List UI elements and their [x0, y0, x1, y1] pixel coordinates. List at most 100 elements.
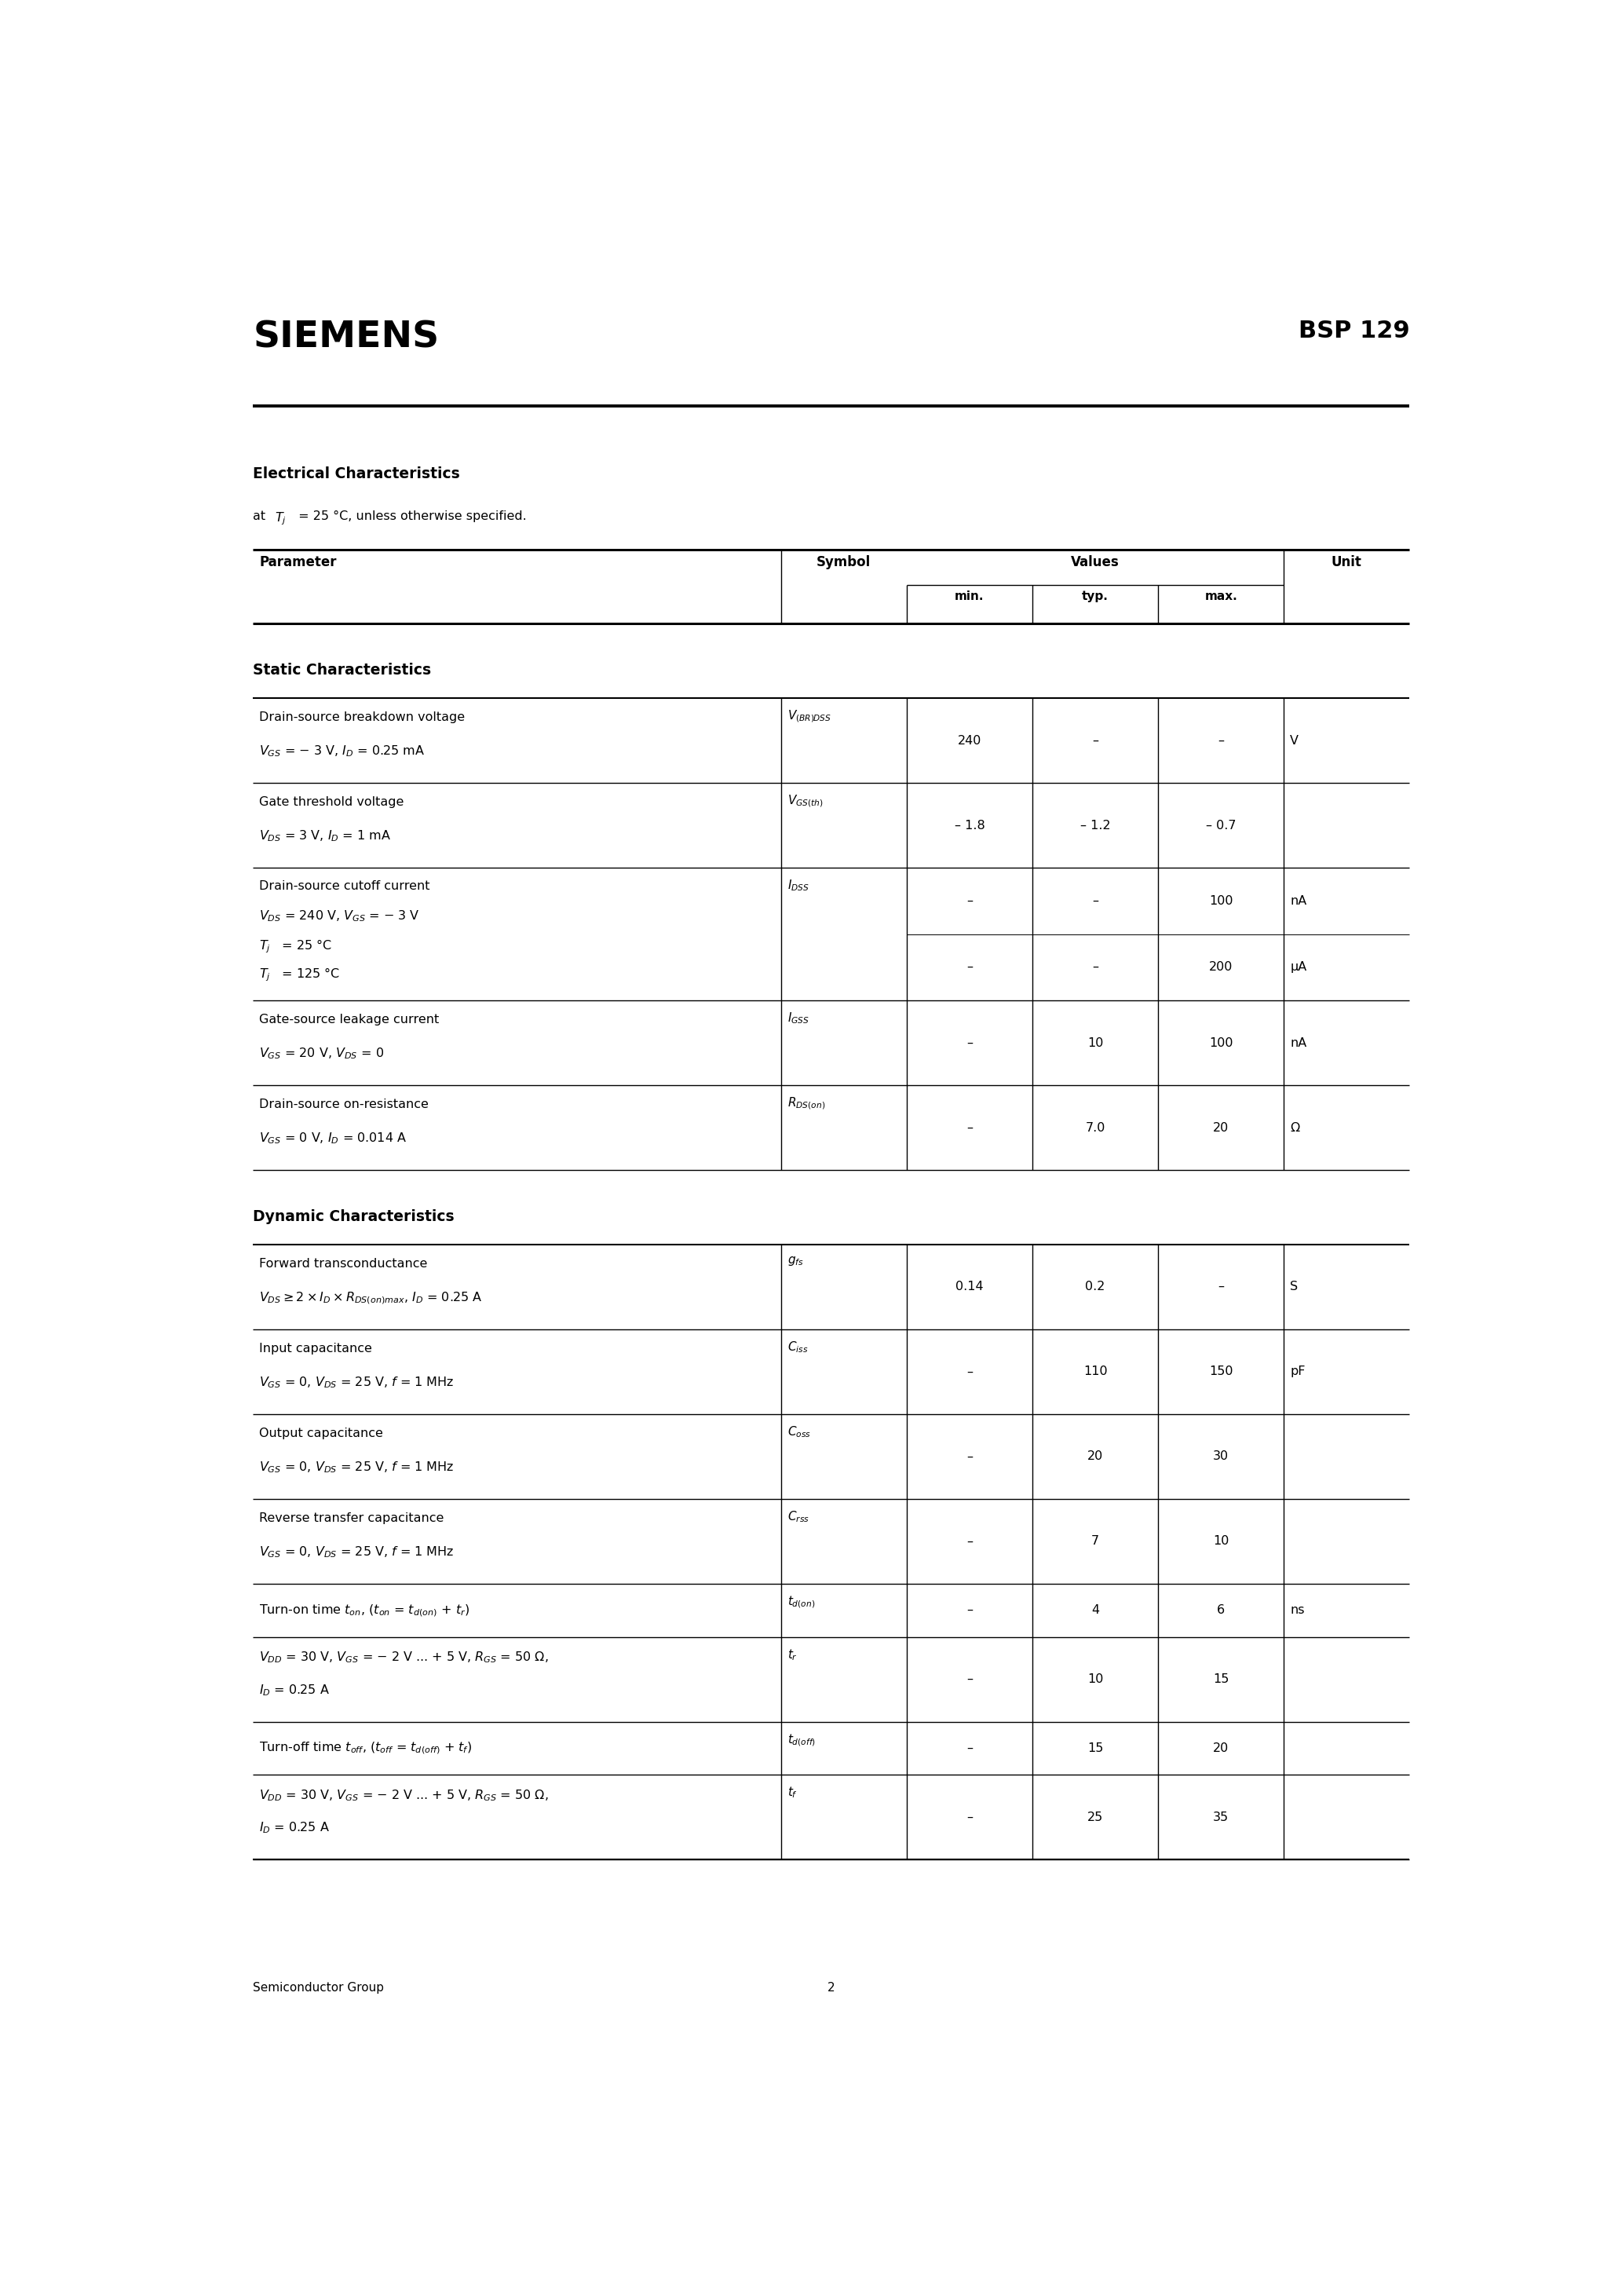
- Text: $V_{DS}$ = 3 V, $I_D$ = 1 mA: $V_{DS}$ = 3 V, $I_D$ = 1 mA: [260, 829, 391, 843]
- Text: 0.14: 0.14: [955, 1281, 983, 1293]
- Text: $V_{GS}$ = 0 V, $I_D$ = 0.014 A: $V_{GS}$ = 0 V, $I_D$ = 0.014 A: [260, 1132, 407, 1146]
- Text: 200: 200: [1208, 962, 1233, 974]
- Text: 4: 4: [1092, 1605, 1100, 1616]
- Text: μA: μA: [1289, 962, 1307, 974]
- Text: BSP 129: BSP 129: [1298, 319, 1410, 342]
- Text: $V_{DS}$ = 240 V, $V_{GS}$ = − 3 V: $V_{DS}$ = 240 V, $V_{GS}$ = − 3 V: [260, 909, 420, 923]
- Text: $T_j$: $T_j$: [274, 510, 285, 526]
- Text: Gate threshold voltage: Gate threshold voltage: [260, 797, 404, 808]
- Text: –: –: [967, 962, 973, 974]
- Text: 6: 6: [1216, 1605, 1225, 1616]
- Text: Electrical Characteristics: Electrical Characteristics: [253, 466, 461, 482]
- Text: – 0.7: – 0.7: [1205, 820, 1236, 831]
- Text: $V_{DS} \geq 2 \times I_D \times R_{DS(on)max}$, $I_D$ = 0.25 A: $V_{DS} \geq 2 \times I_D \times R_{DS(o…: [260, 1290, 483, 1306]
- Text: – 1.8: – 1.8: [954, 820, 985, 831]
- Text: Drain-source cutoff current: Drain-source cutoff current: [260, 879, 430, 891]
- Text: $t_f$: $t_f$: [787, 1786, 798, 1800]
- Text: Semiconductor Group: Semiconductor Group: [253, 1981, 384, 1993]
- Text: $V_{GS}$ = 20 V, $V_{DS}$ = 0: $V_{GS}$ = 20 V, $V_{DS}$ = 0: [260, 1047, 384, 1061]
- Text: –: –: [1218, 1281, 1225, 1293]
- Text: –: –: [1092, 735, 1098, 746]
- Text: 0.2: 0.2: [1085, 1281, 1105, 1293]
- Text: S: S: [1289, 1281, 1298, 1293]
- Text: 10: 10: [1213, 1536, 1229, 1548]
- Text: Static Characteristics: Static Characteristics: [253, 664, 431, 677]
- Text: –: –: [967, 895, 973, 907]
- Text: 150: 150: [1208, 1366, 1233, 1378]
- Text: 25: 25: [1087, 1812, 1103, 1823]
- Text: $V_{GS}$ = 0, $V_{DS}$ = 25 V, $f$ = 1 MHz: $V_{GS}$ = 0, $V_{DS}$ = 25 V, $f$ = 1 M…: [260, 1545, 454, 1559]
- Text: –: –: [967, 1536, 973, 1548]
- Text: Gate-source leakage current: Gate-source leakage current: [260, 1015, 440, 1026]
- Text: Parameter: Parameter: [260, 556, 337, 569]
- Text: 20: 20: [1213, 1123, 1229, 1134]
- Text: –: –: [967, 1123, 973, 1134]
- Text: –: –: [1218, 735, 1225, 746]
- Text: – 1.2: – 1.2: [1080, 820, 1111, 831]
- Text: nA: nA: [1289, 895, 1307, 907]
- Text: $V_{GS}$ = 0, $V_{DS}$ = 25 V, $f$ = 1 MHz: $V_{GS}$ = 0, $V_{DS}$ = 25 V, $f$ = 1 M…: [260, 1375, 454, 1389]
- Text: $I_{DSS}$: $I_{DSS}$: [787, 879, 809, 893]
- Text: SIEMENS: SIEMENS: [253, 319, 440, 356]
- Text: V: V: [1289, 735, 1299, 746]
- Text: 30: 30: [1213, 1451, 1229, 1463]
- Text: 100: 100: [1208, 895, 1233, 907]
- Text: $C_{oss}$: $C_{oss}$: [787, 1424, 811, 1440]
- Text: = 25 °C, unless otherwise specified.: = 25 °C, unless otherwise specified.: [295, 510, 527, 523]
- Text: 15: 15: [1213, 1674, 1229, 1685]
- Text: 100: 100: [1208, 1038, 1233, 1049]
- Text: –: –: [967, 1674, 973, 1685]
- Text: $T_j$   = 25 °C: $T_j$ = 25 °C: [260, 937, 333, 955]
- Text: $V_{DD}$ = 30 V, $V_{GS}$ = − 2 V ... + 5 V, $R_{GS}$ = 50 Ω,: $V_{DD}$ = 30 V, $V_{GS}$ = − 2 V ... + …: [260, 1651, 548, 1665]
- Text: $V_{(BR)DSS}$: $V_{(BR)DSS}$: [787, 709, 830, 723]
- Text: Drain-source on-resistance: Drain-source on-resistance: [260, 1097, 428, 1111]
- Text: $V_{GS(th)}$: $V_{GS(th)}$: [787, 794, 824, 808]
- Text: Symbol: Symbol: [816, 556, 871, 569]
- Text: pF: pF: [1289, 1366, 1306, 1378]
- Text: $V_{DD}$ = 30 V, $V_{GS}$ = − 2 V ... + 5 V, $R_{GS}$ = 50 Ω,: $V_{DD}$ = 30 V, $V_{GS}$ = − 2 V ... + …: [260, 1789, 548, 1802]
- Text: 240: 240: [957, 735, 981, 746]
- Text: $I_{GSS}$: $I_{GSS}$: [787, 1010, 809, 1026]
- Text: $t_{d(off)}$: $t_{d(off)}$: [787, 1731, 816, 1747]
- Text: Turn-off time $t_{off}$, ($t_{off}$ = $t_{d(off)}$ + $t_f$): Turn-off time $t_{off}$, ($t_{off}$ = $t…: [260, 1740, 472, 1756]
- Text: $R_{DS(on)}$: $R_{DS(on)}$: [787, 1095, 826, 1111]
- Text: –: –: [1092, 895, 1098, 907]
- Text: 7: 7: [1092, 1536, 1100, 1548]
- Text: 20: 20: [1087, 1451, 1103, 1463]
- Text: Input capacitance: Input capacitance: [260, 1343, 373, 1355]
- Text: min.: min.: [955, 590, 985, 602]
- Text: –: –: [967, 1812, 973, 1823]
- Text: Ω: Ω: [1289, 1123, 1299, 1134]
- Text: 20: 20: [1213, 1743, 1229, 1754]
- Text: Values: Values: [1071, 556, 1119, 569]
- Text: –: –: [967, 1605, 973, 1616]
- Text: 10: 10: [1087, 1674, 1103, 1685]
- Text: at: at: [253, 510, 269, 523]
- Text: Reverse transfer capacitance: Reverse transfer capacitance: [260, 1513, 444, 1525]
- Text: Output capacitance: Output capacitance: [260, 1428, 383, 1440]
- Text: $C_{rss}$: $C_{rss}$: [787, 1508, 809, 1525]
- Text: typ.: typ.: [1082, 590, 1108, 602]
- Text: 2: 2: [827, 1981, 835, 1993]
- Text: $t_r$: $t_r$: [787, 1649, 798, 1662]
- Text: –: –: [967, 1451, 973, 1463]
- Text: –: –: [967, 1743, 973, 1754]
- Text: 15: 15: [1087, 1743, 1103, 1754]
- Text: $I_D$ = 0.25 A: $I_D$ = 0.25 A: [260, 1821, 329, 1835]
- Text: $g_{fs}$: $g_{fs}$: [787, 1256, 803, 1267]
- Text: 110: 110: [1083, 1366, 1108, 1378]
- Text: $I_D$ = 0.25 A: $I_D$ = 0.25 A: [260, 1683, 329, 1697]
- Text: Drain-source breakdown voltage: Drain-source breakdown voltage: [260, 712, 466, 723]
- Text: 7.0: 7.0: [1085, 1123, 1105, 1134]
- Text: Dynamic Characteristics: Dynamic Characteristics: [253, 1210, 454, 1224]
- Text: ns: ns: [1289, 1605, 1304, 1616]
- Text: Unit: Unit: [1332, 556, 1362, 569]
- Text: –: –: [1092, 962, 1098, 974]
- Text: max.: max.: [1205, 590, 1238, 602]
- Text: nA: nA: [1289, 1038, 1307, 1049]
- Text: Turn-on time $t_{on}$, ($t_{on}$ = $t_{d(on)}$ + $t_r$): Turn-on time $t_{on}$, ($t_{on}$ = $t_{d…: [260, 1603, 470, 1619]
- Text: $V_{GS}$ = 0, $V_{DS}$ = 25 V, $f$ = 1 MHz: $V_{GS}$ = 0, $V_{DS}$ = 25 V, $f$ = 1 M…: [260, 1460, 454, 1474]
- Text: –: –: [967, 1038, 973, 1049]
- Text: 35: 35: [1213, 1812, 1229, 1823]
- Text: Forward transconductance: Forward transconductance: [260, 1258, 428, 1270]
